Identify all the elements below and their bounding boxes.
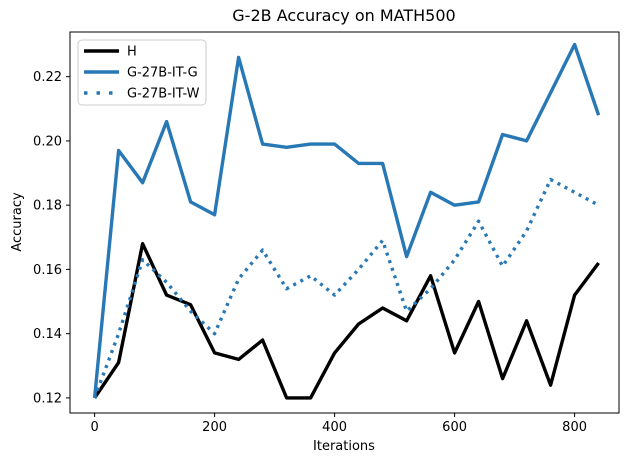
- x-axis-label: Iterations: [313, 439, 375, 454]
- chart-title: G-2B Accuracy on MATH500: [232, 6, 455, 25]
- legend-label-G-27B-IT-W: G-27B-IT-W: [127, 87, 200, 102]
- x-tick-label: 800: [562, 420, 587, 435]
- y-tick-label: 0.14: [33, 327, 62, 342]
- legend-box: [77, 39, 207, 106]
- x-tick-label: 200: [202, 420, 227, 435]
- y-tick-label: 0.16: [33, 263, 62, 278]
- series-line-G-27B-IT-W: [93, 177, 600, 399]
- y-tick-label: 0.22: [33, 70, 62, 85]
- y-tick-label: 0.18: [33, 199, 62, 214]
- plot-area: 0 200 400 600 800 0.12 0.14 0.16 0.18 0.20 0.22: [33, 31, 620, 435]
- x-tick-label: 600: [442, 420, 467, 435]
- axes-box: [69, 31, 620, 414]
- series-line-G-27B-IT-G: [92, 42, 601, 399]
- y-axis-label: Accuracy: [10, 192, 25, 252]
- legend: H G-27B-IT-G G-27B-IT-W: [77, 39, 207, 106]
- y-tick-label: 0.12: [33, 391, 62, 406]
- legend-label-H: H: [127, 45, 137, 60]
- x-tick-label: 400: [322, 420, 347, 435]
- series-line-H: [93, 241, 600, 400]
- y-tick-label: 0.20: [33, 134, 62, 149]
- x-tick-label: 0: [90, 420, 98, 435]
- legend-label-G-27B-IT-G: G-27B-IT-G: [127, 66, 198, 81]
